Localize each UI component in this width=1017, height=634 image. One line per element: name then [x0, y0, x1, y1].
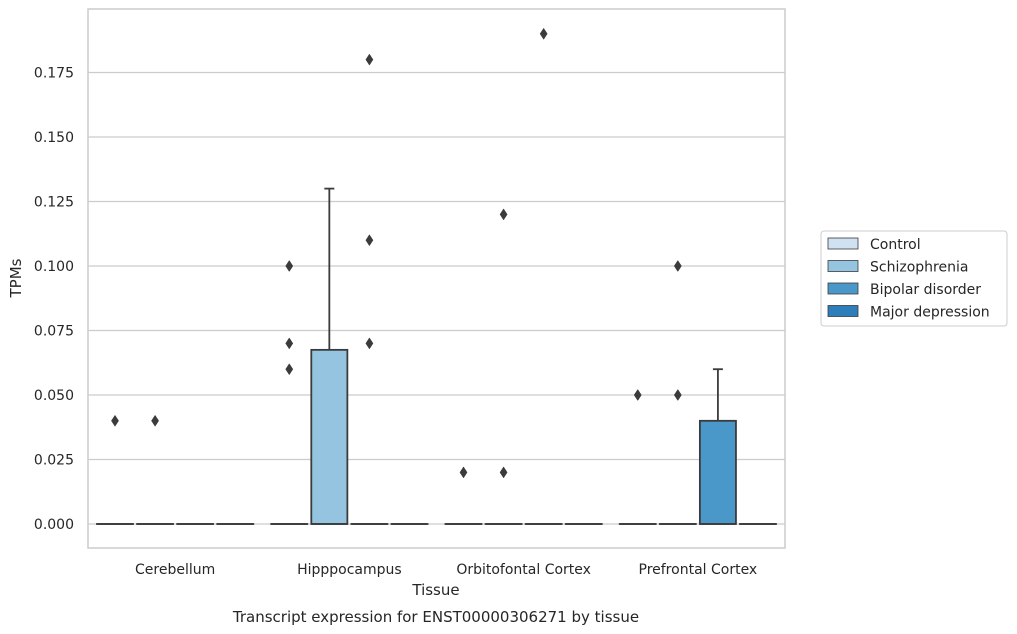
y-tick-label: 0.125: [34, 195, 74, 211]
outlier-point: [111, 414, 119, 427]
y-tick-label: 0.000: [34, 517, 74, 533]
legend-label: Schizophrenia: [870, 260, 968, 276]
x-axis-label: Tissue: [411, 581, 459, 599]
outlier-point: [285, 337, 294, 350]
outlier-point: [673, 260, 682, 272]
x-tick-label: Cerebellum: [135, 562, 215, 578]
grid-lines: [88, 71, 785, 525]
y-tick-label: 0.025: [34, 453, 74, 469]
outlier-point: [499, 466, 508, 479]
legend-swatch: [827, 237, 859, 250]
plot-frame: [87, 8, 786, 549]
outlier-point: [151, 414, 159, 427]
y-tick-label: 0.050: [34, 388, 74, 404]
box: [698, 419, 737, 525]
outlier-point: [459, 466, 468, 479]
y-tick-labels: 0.000 0.025 0.050 0.075 0.100 0.125 0.150 0.175: [34, 66, 74, 534]
x-tick-label: Orbitofontal Cortex: [456, 562, 591, 578]
legend: Control Schizophrenia Bipolar disorder Majo…: [820, 230, 1008, 327]
outlier-point: [673, 389, 682, 401]
y-axis-label: TPMs: [7, 258, 25, 298]
legend-swatch: [827, 305, 859, 317]
legend-swatch: [827, 260, 859, 272]
outlier-point: [365, 53, 374, 66]
legend-label: Major depression: [870, 305, 990, 321]
x-tick-label: Hipppocampus: [297, 562, 402, 578]
y-tick-label: 0.175: [34, 66, 74, 82]
legend-label: Control: [870, 237, 921, 253]
legend-swatch: [827, 282, 859, 295]
legend-label: Bipolar disorder: [870, 282, 981, 298]
outlier-point: [285, 260, 294, 272]
chart-caption: Transcript expression for ENST0000030627…: [232, 608, 639, 626]
legend-frame: [820, 230, 1008, 327]
outlier-point: [285, 363, 294, 376]
x-tick-labels: Cerebellum Hipppocampus Orbitofontal Corte…: [135, 562, 757, 578]
y-tick-label: 0.075: [34, 324, 74, 340]
outlier-point: [539, 27, 548, 40]
box: [310, 348, 349, 525]
y-tick-label: 0.100: [34, 259, 74, 275]
x-tick-label: Prefrontal Cortex: [639, 562, 758, 578]
outlier-point: [365, 234, 374, 247]
outlier-point: [365, 337, 374, 350]
box-plot-marks: [96, 27, 777, 525]
y-tick-label: 0.150: [34, 130, 74, 146]
outlier-point: [499, 208, 508, 221]
outlier-point: [633, 389, 642, 401]
